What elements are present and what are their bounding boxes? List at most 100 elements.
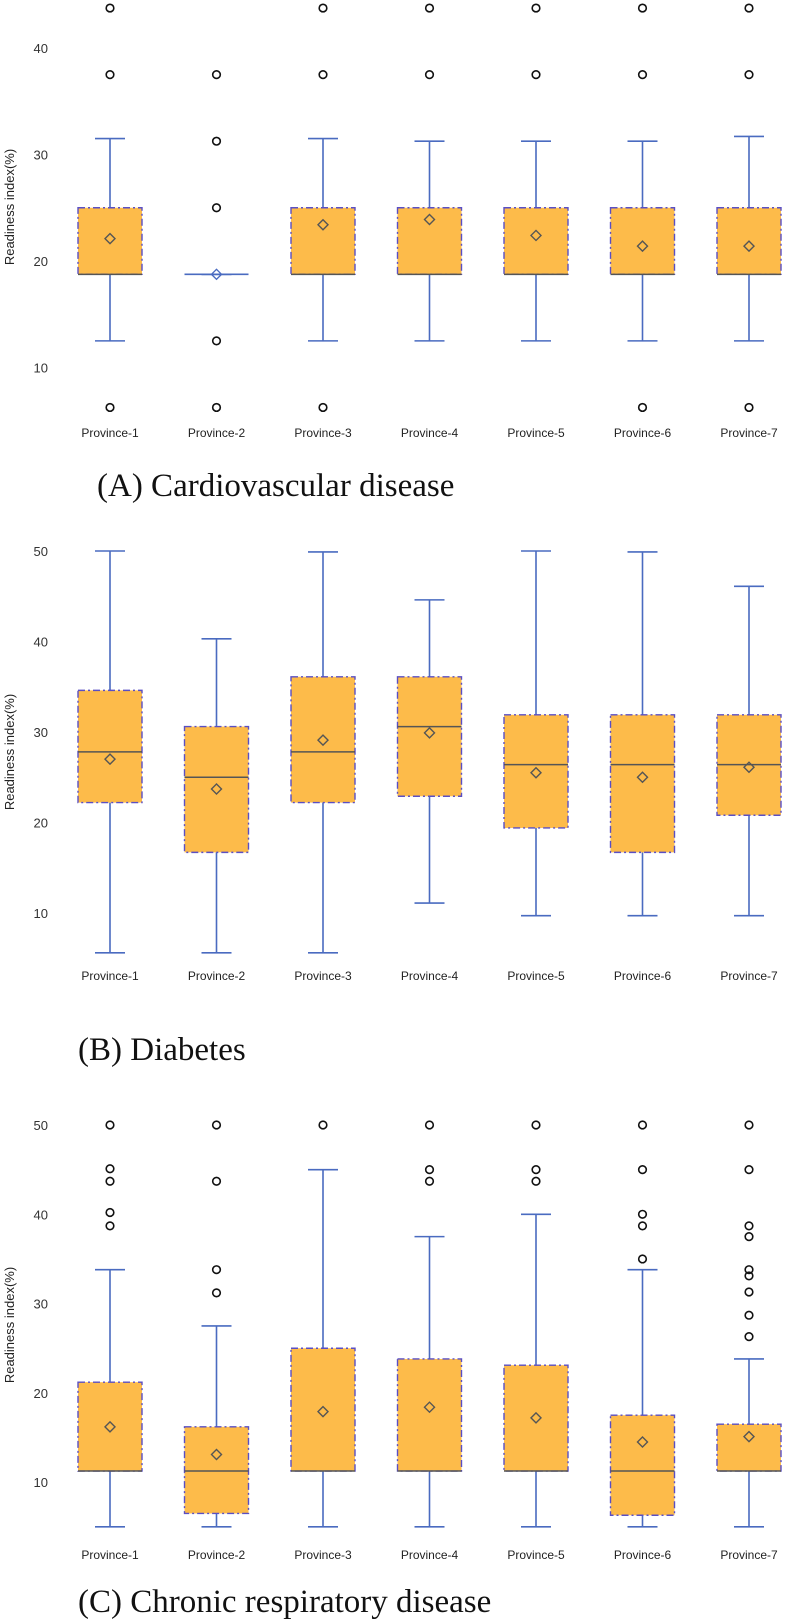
iqr-box (183, 725, 250, 854)
outlier-point (105, 1207, 115, 1218)
outlier-point (318, 70, 328, 80)
iqr-box (503, 714, 569, 829)
box-7 (716, 3, 782, 413)
x-tick-label: Province-6 (614, 969, 672, 983)
outlier-point (424, 3, 435, 13)
y-tick-label: 30 (34, 725, 48, 740)
mean-marker (743, 761, 755, 774)
y-axis-label: Readiness index(%) (2, 1267, 17, 1383)
iqr-box (290, 1347, 356, 1472)
mean-marker (530, 1411, 542, 1424)
x-tick-label: Province-1 (81, 426, 139, 440)
y-tick-label: 40 (34, 1207, 48, 1222)
box-5 (503, 3, 569, 342)
box-3 (290, 1120, 356, 1528)
iqr-box (77, 1381, 143, 1472)
x-tick-label: Province-7 (720, 969, 778, 983)
x-tick-label: Province-5 (507, 1548, 565, 1562)
box-2 (184, 70, 249, 413)
iqr-box (609, 714, 676, 854)
outlier-point (211, 336, 222, 346)
box-7 (716, 585, 782, 917)
outlier-point (424, 1176, 435, 1186)
outlier-point (211, 402, 222, 413)
x-tick-label: Province-6 (614, 1548, 672, 1562)
outlier-point (637, 1120, 648, 1130)
iqr-box (503, 1364, 569, 1472)
x-tick-label: Province-3 (294, 969, 352, 983)
outlier-point (744, 3, 754, 13)
x-tick-label: Province-2 (188, 1548, 246, 1562)
panel-title: (A) Cardiovascular disease (97, 468, 454, 504)
iqr-box (77, 689, 143, 804)
iqr-box (290, 207, 356, 276)
outlier-point (744, 1221, 754, 1231)
outlier-point (744, 1332, 754, 1342)
mean-marker (210, 268, 223, 281)
outlier-point (637, 3, 648, 13)
box-4 (396, 1120, 463, 1528)
y-tick-label: 30 (34, 1297, 48, 1312)
y-tick-label: 40 (34, 635, 48, 650)
box-2 (183, 1120, 250, 1528)
box-4 (396, 3, 463, 342)
outlier-point (105, 1164, 115, 1174)
box-3 (290, 551, 356, 954)
outlier-point (744, 1310, 754, 1320)
box-2 (183, 637, 250, 954)
outlier-point (105, 70, 115, 80)
mean-marker (104, 232, 116, 245)
x-tick-label: Province-3 (294, 426, 352, 440)
x-tick-label: Province-4 (401, 1548, 459, 1562)
box-5 (503, 1120, 569, 1528)
outlier-point (424, 70, 435, 80)
y-tick-label: 10 (34, 1475, 48, 1490)
y-tick-label: 30 (34, 148, 48, 163)
outlier-point (531, 1176, 541, 1186)
y-tick-label: 50 (34, 544, 48, 559)
panel-title: (B) Diabetes (78, 1032, 246, 1068)
box-7 (716, 1120, 782, 1528)
outlier-point (744, 1287, 754, 1297)
iqr-box (396, 207, 463, 276)
panel-title: (C) Chronic respiratory disease (78, 1584, 491, 1620)
panel-3: Readiness index(%) 10 20 30 40 50 Province-1 Pr… (2, 1118, 782, 1620)
outlier-point (424, 1120, 435, 1130)
outlier-point (318, 3, 328, 13)
outlier-point (318, 1120, 328, 1130)
box-1 (77, 3, 143, 413)
outlier-point (424, 1165, 435, 1175)
iqr-box (609, 1414, 676, 1516)
y-tick-label: 20 (34, 254, 48, 269)
outlier-point (744, 1165, 754, 1175)
mean-marker (317, 218, 329, 231)
x-tick-label: Province-7 (720, 1548, 778, 1562)
outlier-point (531, 70, 541, 80)
x-tick-label: Province-5 (507, 969, 565, 983)
mean-marker (104, 753, 116, 766)
outlier-point (744, 1120, 754, 1130)
x-tick-label: Province-4 (401, 969, 459, 983)
mean-marker (104, 1420, 116, 1433)
y-tick-label: 50 (34, 1118, 48, 1133)
panel-1: Readiness index(%) 10 20 30 40 Province-1 Prov… (2, 3, 782, 504)
mean-marker (743, 1430, 755, 1443)
outlier-point (637, 1254, 648, 1264)
outlier-point (744, 1271, 754, 1281)
y-tick-label: 20 (34, 816, 48, 831)
y-tick-label: 10 (34, 361, 48, 376)
mean-marker (210, 783, 223, 796)
mean-marker (210, 1448, 223, 1461)
mean-marker (423, 1401, 436, 1414)
panel-2: Readiness index(%) 10 20 30 40 50 Province-1 Pr… (2, 544, 782, 1068)
outlier-point (744, 1265, 754, 1275)
x-tick-label: Province-1 (81, 969, 139, 983)
outlier-point (637, 402, 648, 413)
box-5 (503, 550, 569, 917)
mean-marker (317, 1405, 329, 1418)
y-axis-label: Readiness index(%) (2, 149, 17, 265)
outlier-point (318, 402, 328, 413)
box-1 (77, 1120, 143, 1528)
outlier-point (105, 1221, 115, 1231)
mean-marker (423, 726, 436, 739)
